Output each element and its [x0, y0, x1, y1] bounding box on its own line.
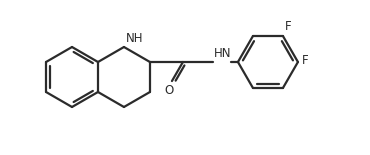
Text: O: O	[164, 84, 174, 97]
Text: HN: HN	[214, 47, 232, 60]
Text: F: F	[302, 55, 309, 67]
Text: F: F	[285, 20, 292, 33]
Text: NH: NH	[126, 32, 144, 45]
